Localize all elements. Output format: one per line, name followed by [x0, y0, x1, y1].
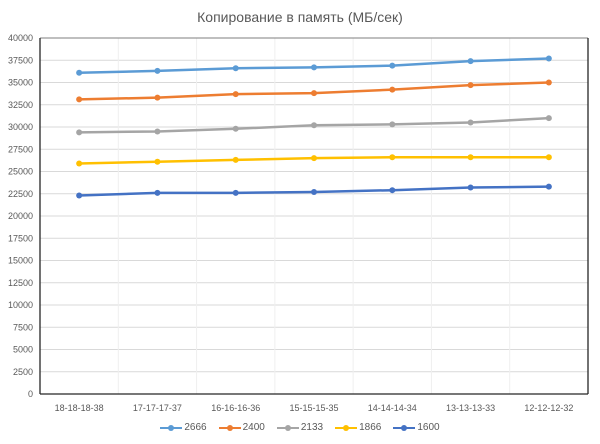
data-point [76, 160, 83, 167]
legend-label: 2133 [300, 422, 324, 433]
data-point [467, 119, 474, 126]
legend-label: 2400 [242, 422, 265, 433]
data-point [545, 115, 552, 122]
x-tick-label: 12-12-12-32 [524, 403, 573, 413]
data-point [76, 69, 83, 76]
data-point [232, 156, 239, 163]
x-tick-label: 13-13-13-33 [446, 403, 495, 413]
data-point [467, 154, 474, 161]
data-point [232, 125, 239, 132]
x-tick-label: 14-14-14-34 [368, 403, 417, 413]
data-point [311, 155, 317, 162]
legend-marker-icon [335, 423, 358, 433]
data-point [467, 82, 474, 89]
y-tick-label: 15000 [8, 256, 33, 266]
legend-marker-icon [160, 423, 183, 433]
data-point [467, 184, 474, 191]
data-point [389, 62, 396, 69]
data-point [232, 189, 239, 196]
data-point [311, 188, 317, 195]
legend-label: 1600 [417, 422, 440, 433]
data-point [389, 86, 396, 93]
y-tick-label: 20000 [8, 211, 33, 221]
y-tick-label: 30000 [8, 122, 33, 132]
y-tick-label: 35000 [8, 78, 33, 88]
legend-item-1866: 1866 [335, 422, 381, 433]
data-point [389, 187, 396, 194]
y-tick-label: 17500 [8, 233, 33, 243]
y-tick-label: 32500 [8, 100, 33, 110]
x-tick-label: 18-18-18-38 [55, 403, 104, 413]
x-tick-label: 16-16-16-36 [211, 403, 260, 413]
data-point [545, 154, 552, 161]
legend-item-2133: 2133 [276, 422, 324, 433]
data-point [232, 65, 239, 72]
y-tick-label: 40000 [8, 33, 33, 43]
data-point [545, 55, 552, 62]
y-tick-label: 5000 [13, 345, 33, 355]
data-point [311, 90, 317, 97]
legend-marker-icon [393, 423, 416, 433]
data-point [467, 58, 474, 65]
legend-marker-icon [218, 423, 241, 433]
data-point [76, 192, 83, 199]
chart-title: Копирование в память (МБ/сек) [197, 9, 403, 25]
y-tick-label: 2500 [13, 367, 33, 377]
y-tick-label: 12500 [8, 278, 33, 288]
legend-label: 2666 [184, 422, 207, 433]
data-point [545, 79, 552, 86]
y-tick-label: 7500 [13, 322, 33, 332]
y-tick-label: 10000 [8, 300, 33, 310]
legend-label: 1866 [359, 422, 382, 433]
data-point [154, 94, 161, 101]
data-point [545, 183, 552, 190]
legend-item-2666: 2666 [160, 422, 207, 433]
data-point [76, 129, 83, 136]
chart-legend: 2666 2400 2133 1866 1600 [0, 422, 600, 433]
legend-marker-icon [276, 423, 299, 433]
data-point [154, 67, 161, 74]
data-point [154, 158, 161, 165]
data-point [389, 121, 396, 128]
data-point [389, 154, 396, 161]
x-tick-label: 15-15-15-35 [289, 403, 338, 413]
y-tick-label: 0 [28, 389, 33, 399]
x-tick-label: 17-17-17-37 [133, 403, 182, 413]
data-point [76, 96, 83, 103]
data-point [311, 122, 317, 129]
legend-item-1600: 1600 [393, 422, 440, 433]
data-point [232, 91, 239, 98]
y-tick-label: 22500 [8, 189, 33, 199]
data-point [154, 189, 161, 196]
legend-item-2400: 2400 [218, 422, 265, 433]
y-tick-label: 37500 [8, 55, 33, 65]
data-point [311, 64, 317, 71]
y-tick-label: 27500 [8, 144, 33, 154]
data-point [154, 128, 161, 135]
y-tick-label: 25000 [8, 167, 33, 177]
